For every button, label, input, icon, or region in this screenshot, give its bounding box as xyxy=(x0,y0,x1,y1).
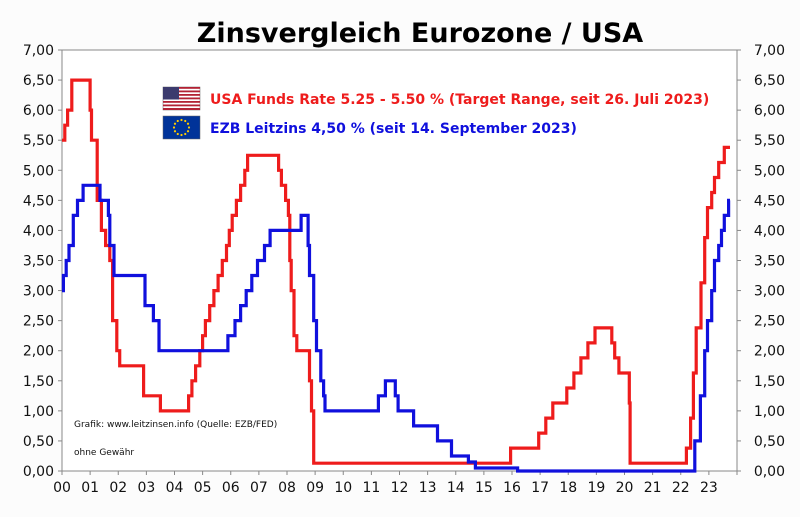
eu-star xyxy=(184,132,187,136)
y-tick-label-right: 4,50 xyxy=(754,193,785,209)
eu-star xyxy=(187,126,191,129)
eu-star xyxy=(176,119,179,123)
x-tick-label: 13 xyxy=(419,480,437,496)
x-tick-label: 21 xyxy=(644,480,662,496)
series-layer xyxy=(61,78,731,473)
y-tick-label-left: 1,00 xyxy=(23,404,54,420)
x-tick-label: 02 xyxy=(109,480,127,496)
disclaimer-note: ohne Gewähr xyxy=(74,448,134,458)
x-tick-label: 16 xyxy=(503,480,521,496)
y-tick-label-right: 2,00 xyxy=(754,344,785,360)
legend-label-ezb: EZB Leitzins 4,50 % (seit 14. September … xyxy=(210,121,577,137)
eu-star xyxy=(173,130,177,133)
y-tick-label-left: 0,00 xyxy=(23,464,54,480)
x-tick-label: 04 xyxy=(166,480,184,496)
y-tick-label-left: 2,50 xyxy=(23,314,54,330)
x-tick-label: 15 xyxy=(475,480,493,496)
y-tick-label-right: 3,00 xyxy=(754,284,785,300)
legend-label-usa: USA Funds Rate 5.25 - 5.50 % (Target Ran… xyxy=(210,92,709,108)
y-tick-label-right: 6,50 xyxy=(754,73,785,89)
y-tick-label-right: 5,00 xyxy=(754,163,785,179)
y-tick-label-right: 6,00 xyxy=(754,103,785,119)
eu-star xyxy=(180,118,183,122)
usa-flag-icon xyxy=(162,86,201,111)
y-tick-label-left: 2,00 xyxy=(23,344,54,360)
x-tick-label: 07 xyxy=(250,480,268,496)
x-tick-label: 19 xyxy=(587,480,605,496)
y-tick-label-right: 3,50 xyxy=(754,254,785,270)
x-tick-label: 06 xyxy=(222,480,240,496)
y-tick-label-left: 0,50 xyxy=(23,434,54,450)
x-tick-label: 05 xyxy=(194,480,212,496)
x-tick-label: 12 xyxy=(391,480,409,496)
eu-star xyxy=(176,132,179,136)
x-tick-label: 10 xyxy=(334,480,352,496)
y-tick-label-left: 6,00 xyxy=(23,103,54,119)
x-tick-label: 22 xyxy=(672,480,690,496)
y-tick-label-right: 0,00 xyxy=(754,464,785,480)
x-tick-label: 03 xyxy=(137,480,155,496)
legend: USA Funds Rate 5.25 - 5.50 % (Target Ran… xyxy=(162,86,709,140)
y-tick-label-right: 2,50 xyxy=(754,314,785,330)
y-tick-label-left: 4,50 xyxy=(23,193,54,209)
x-tick-label: 00 xyxy=(53,480,71,496)
x-tick-label: 09 xyxy=(306,480,324,496)
y-tick-label-left: 4,00 xyxy=(23,223,54,239)
eu-star xyxy=(173,122,177,125)
eu-star xyxy=(180,133,183,137)
source-note: Grafik: www.leitzinsen.info (Quelle: EZB… xyxy=(74,420,277,430)
y-tick-label-right: 4,00 xyxy=(754,223,785,239)
x-tick-label: 18 xyxy=(559,480,577,496)
y-tick-label-left: 5,00 xyxy=(23,163,54,179)
y-tick-label-left: 3,50 xyxy=(23,254,54,270)
eu-star xyxy=(172,126,176,129)
y-tick-label-left: 6,50 xyxy=(23,73,54,89)
x-tick-label: 23 xyxy=(700,480,718,496)
eu-flag-icon xyxy=(162,115,201,140)
y-tick-label-right: 7,00 xyxy=(754,43,785,59)
x-tick-label: 20 xyxy=(616,480,634,496)
y-tick-label-right: 1,50 xyxy=(754,374,785,390)
y-tick-label-left: 7,00 xyxy=(23,43,54,59)
y-tick-label-right: 0,50 xyxy=(754,434,785,450)
y-tick-label-right: 1,00 xyxy=(754,404,785,420)
x-tick-label: 08 xyxy=(278,480,296,496)
eu-star xyxy=(186,130,190,133)
y-tick-label-right: 5,50 xyxy=(754,133,785,149)
eu-star xyxy=(186,122,190,125)
y-tick-label-left: 5,50 xyxy=(23,133,54,149)
x-tick-label: 14 xyxy=(447,480,465,496)
x-tick-label: 11 xyxy=(362,480,380,496)
eu-star xyxy=(184,119,187,123)
chart-title: Zinsvergleich Eurozone / USA xyxy=(197,18,643,49)
x-tick-label: 17 xyxy=(531,480,549,496)
y-tick-label-left: 1,50 xyxy=(23,374,54,390)
x-tick-label: 01 xyxy=(81,480,99,496)
series-line-ezb xyxy=(61,183,731,473)
series-line-usa xyxy=(62,78,730,465)
y-tick-label-left: 3,00 xyxy=(23,284,54,300)
